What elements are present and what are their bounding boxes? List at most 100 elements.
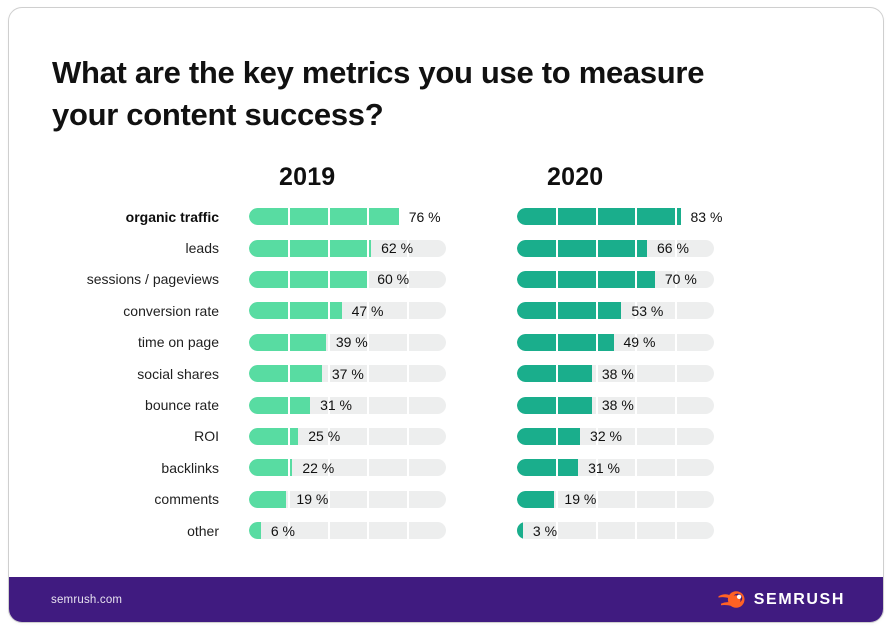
bar-2019: 25 % (249, 427, 446, 445)
segment-divider (406, 427, 409, 445)
bar-fill (249, 396, 311, 414)
segment-divider (556, 490, 559, 508)
value-label: 62 % (381, 240, 414, 257)
chart-row: sessions / pageviews 60 % 70 % (52, 264, 883, 295)
segment-divider (406, 365, 409, 383)
column-header-2020: 2020 (547, 163, 604, 191)
chart-row: bounce rate 31 % 38 % (52, 389, 883, 420)
chart-row: time on page 39 % 49 % (52, 327, 883, 358)
bar-2019: 76 % (249, 208, 446, 226)
segment-divider (674, 302, 677, 320)
segment-divider (327, 459, 330, 477)
category-label: ROI (194, 428, 219, 445)
bar-2019: 62 % (249, 239, 446, 257)
bar-2020: 66 % (517, 239, 714, 257)
bar-track (249, 239, 446, 257)
bar-track (249, 302, 446, 320)
segment-divider (327, 522, 330, 540)
segment-divider (367, 270, 370, 288)
segment-divider (327, 427, 330, 445)
value-label: 38 % (601, 397, 634, 414)
segment-divider (635, 365, 638, 383)
footer-url: semrush.com (51, 593, 123, 606)
column-header-2019: 2019 (279, 163, 336, 191)
bar-track (249, 490, 446, 508)
chart-column-headers: 2019 2020 (52, 163, 883, 192)
segment-divider (406, 302, 409, 320)
segment-divider (288, 270, 291, 288)
bar-2019: 31 % (249, 396, 446, 414)
bar-2020: 38 % (517, 365, 714, 383)
bar-track (517, 490, 714, 508)
segment-divider (556, 208, 559, 226)
segment-divider (635, 239, 638, 257)
value-label: 19 % (296, 491, 329, 508)
segment-divider (595, 459, 598, 477)
segment-divider (406, 490, 409, 508)
segment-divider (595, 270, 598, 288)
segment-divider (288, 333, 291, 351)
bar-2020: 49 % (517, 333, 714, 351)
value-label: 19 % (564, 491, 597, 508)
segment-divider (674, 459, 677, 477)
bar-track (249, 459, 446, 477)
bar-2020: 38 % (517, 396, 714, 414)
bar-chart: 2019 2020 organic traffic 76 % 83 % leads 62… (52, 163, 883, 546)
segment-divider (595, 333, 598, 351)
bar-fill (249, 208, 399, 226)
bar-fill (517, 427, 581, 445)
segment-divider (367, 208, 370, 226)
chart-card: What are the key metrics you use to meas… (8, 7, 884, 623)
segment-divider (556, 239, 559, 257)
header-spacer (52, 163, 279, 192)
bar-2020: 31 % (517, 459, 714, 477)
segment-divider (288, 302, 291, 320)
segment-divider (595, 208, 598, 226)
value-label: 31 % (588, 459, 620, 476)
bar-track (517, 208, 714, 226)
bar-2019: 39 % (249, 333, 446, 351)
bar-2019: 37 % (249, 365, 446, 383)
segment-divider (327, 333, 330, 351)
segment-divider (556, 270, 559, 288)
semrush-wordmark: SEMRUSH (753, 590, 845, 608)
segment-divider (367, 459, 370, 477)
bar-2020: 32 % (517, 427, 714, 445)
segment-divider (406, 522, 409, 540)
value-label: 38 % (601, 365, 634, 382)
bar-fill (517, 396, 592, 414)
bar-track (517, 459, 714, 477)
segment-divider (406, 333, 409, 351)
bar-track (517, 427, 714, 445)
semrush-comet-icon (718, 591, 745, 608)
bar-fill (517, 459, 579, 477)
bar-fill (249, 459, 293, 477)
value-label: 32 % (590, 428, 622, 445)
bar-fill (517, 333, 614, 351)
value-label: 49 % (623, 334, 656, 351)
segment-divider (327, 490, 330, 508)
value-label: 53 % (631, 302, 664, 319)
bar-fill (517, 365, 592, 383)
segment-divider (406, 239, 409, 257)
segment-divider (556, 396, 559, 414)
segment-divider (367, 522, 370, 540)
segment-divider (327, 396, 330, 414)
bar-track (249, 522, 446, 540)
bar-track (517, 396, 714, 414)
category-label: leads (185, 240, 219, 257)
segment-divider (595, 490, 598, 508)
bar-2020: 53 % (517, 302, 714, 320)
segment-divider (556, 427, 559, 445)
segment-divider (674, 396, 677, 414)
segment-divider (674, 208, 677, 226)
value-label: 22 % (302, 459, 335, 476)
segment-divider (556, 459, 559, 477)
bar-track (249, 208, 446, 226)
value-label: 76 % (408, 208, 441, 225)
segment-divider (367, 365, 370, 383)
value-label: 6 % (270, 522, 295, 539)
segment-divider (635, 302, 638, 320)
segment-divider (595, 239, 598, 257)
segment-divider (674, 522, 677, 540)
